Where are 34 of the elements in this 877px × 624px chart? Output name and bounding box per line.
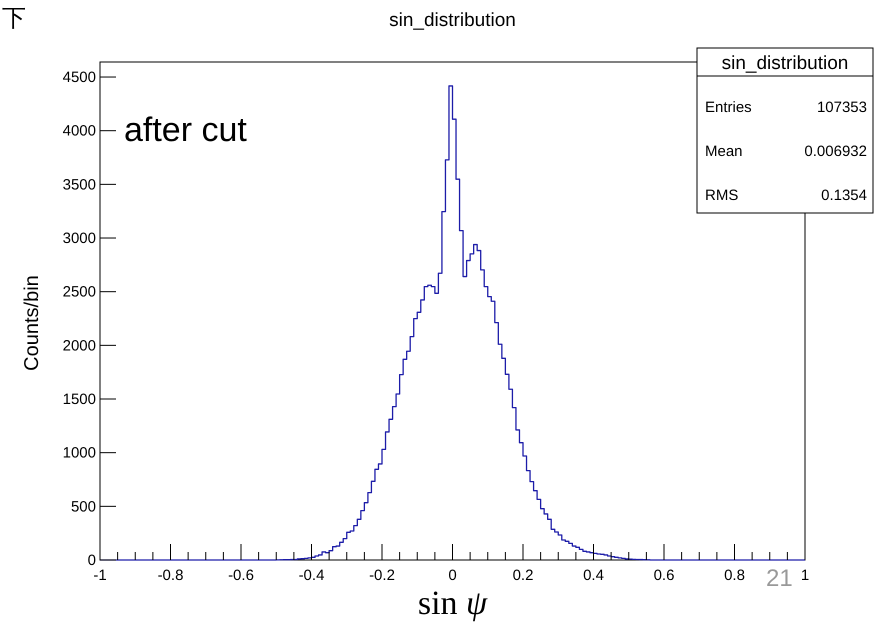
x-tick-label: 0.4 [583, 567, 604, 584]
text: 下 [2, 4, 26, 32]
x-tick-label: -0.4 [298, 567, 324, 584]
text: 0.1354 [821, 187, 867, 204]
x-tick-label: 0 [448, 567, 457, 584]
text: 107353 [816, 99, 867, 116]
x-tick-label: 0.8 [724, 567, 745, 584]
y-tick-label: 2000 [62, 337, 96, 354]
text: 21 [766, 565, 793, 592]
chart-title: sin_distribution [389, 10, 516, 31]
annotation: sin_distribution [722, 53, 848, 74]
x-tick-label: -0.2 [369, 567, 395, 584]
annotation: after cut [124, 111, 248, 149]
x-tick-label: -0.8 [158, 567, 184, 584]
annotation: RMS [705, 187, 738, 204]
y-tick-label: 3500 [62, 176, 96, 194]
x-tick-label: -1 [93, 567, 107, 584]
x-tick-label: 0.6 [654, 567, 674, 584]
y-tick-label: 0 [88, 552, 96, 569]
x-tick-label: 1 [800, 567, 810, 584]
y-tick-label: 2500 [62, 284, 96, 301]
y-tick-label: 500 [70, 498, 96, 516]
x-tick-label: -0.6 [228, 567, 254, 584]
annotation: Entries [705, 99, 752, 116]
y-tick-label: 4000 [62, 122, 96, 140]
x-tick-label: 0.2 [512, 567, 534, 584]
x-axis-title: sin ψ [418, 585, 488, 622]
y-tick-label: 1000 [62, 444, 96, 462]
y-tick-label: 1500 [62, 391, 96, 408]
annotation: 0.006932 [804, 143, 867, 160]
y-tick-label: 4500 [62, 69, 96, 86]
y-axis-title: Counts/bin [21, 275, 43, 371]
annotation: Mean [705, 143, 743, 160]
y-tick-label: 3000 [62, 230, 96, 248]
